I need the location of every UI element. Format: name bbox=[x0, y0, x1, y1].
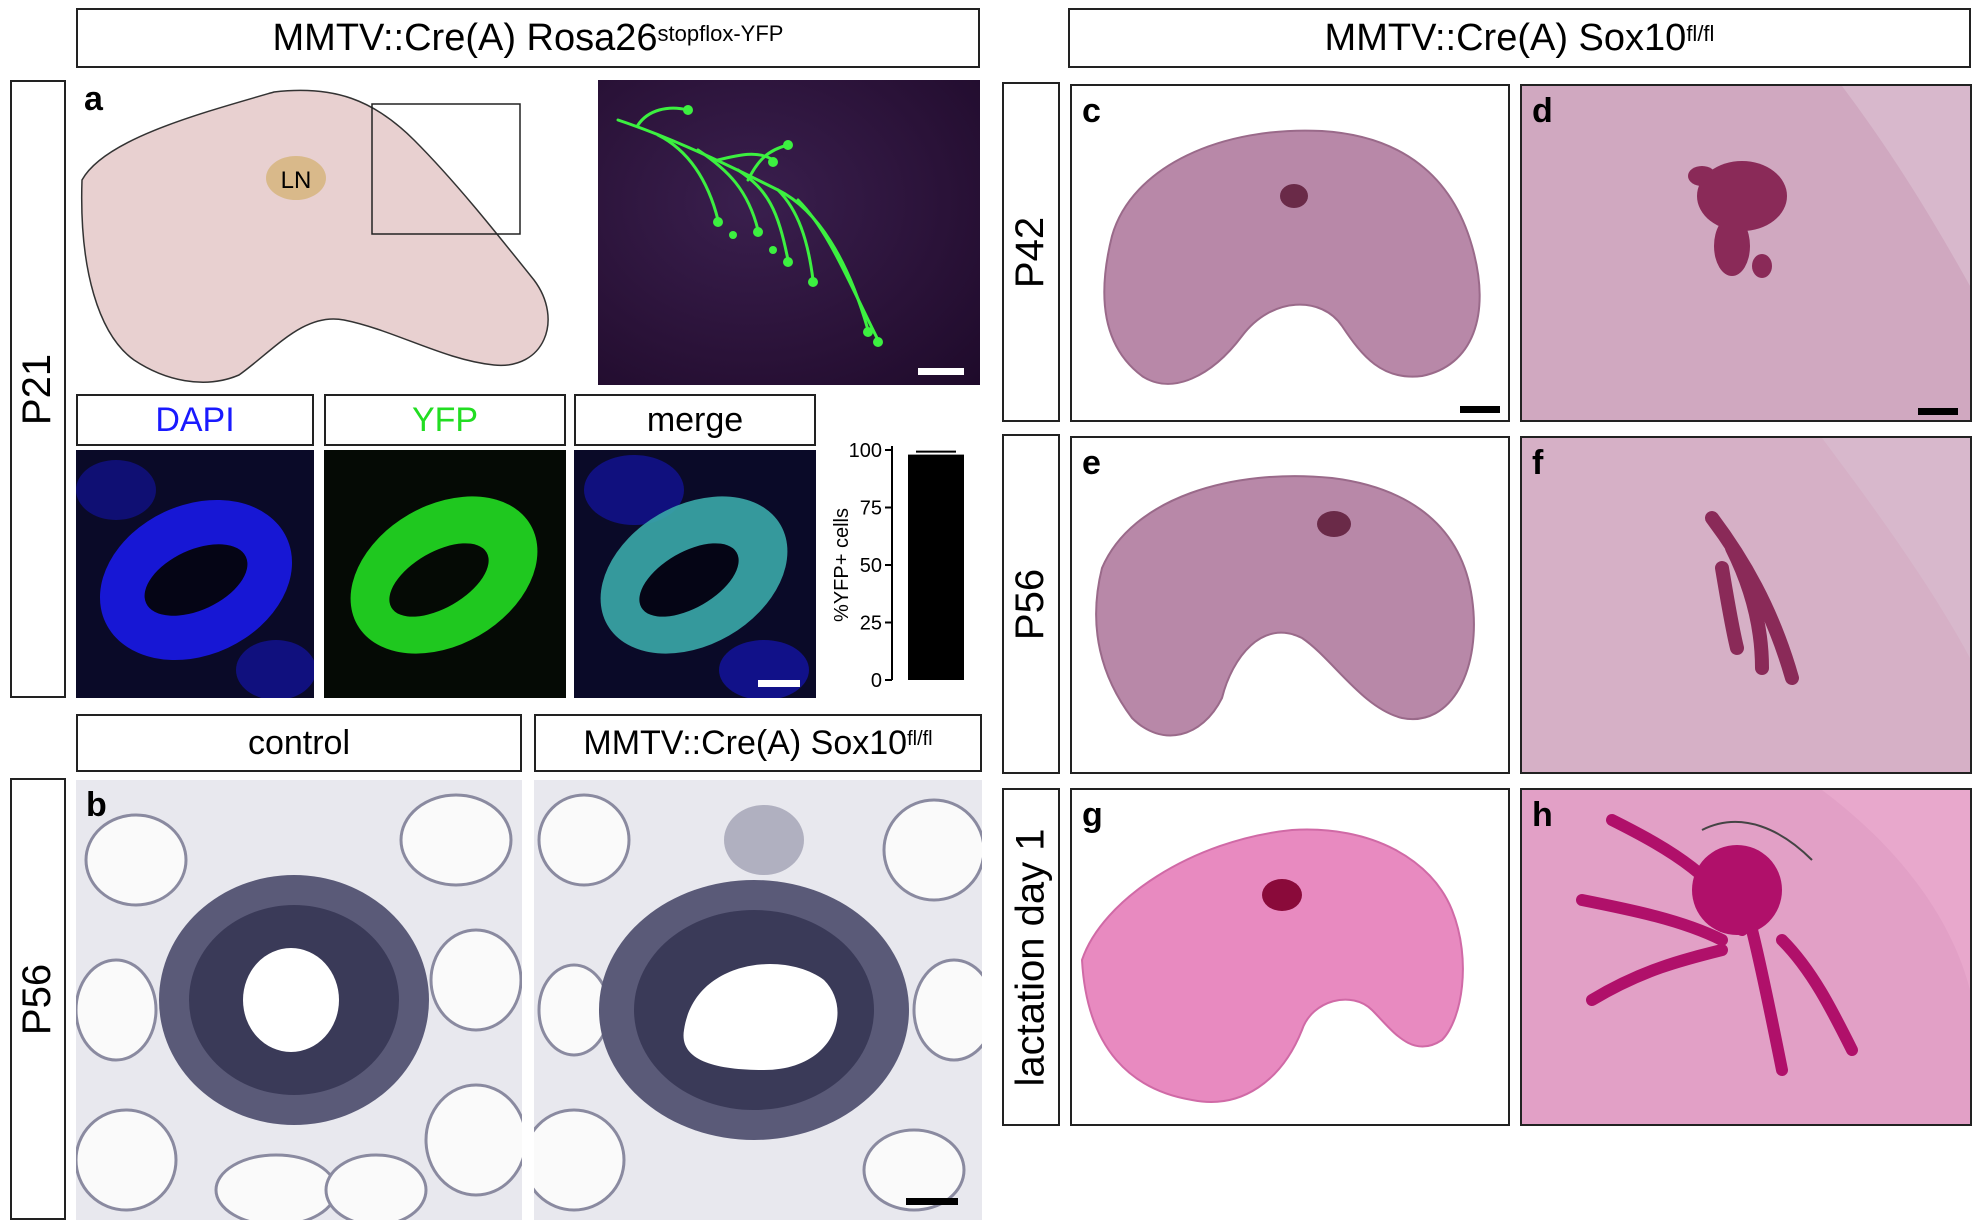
gland-shape bbox=[80, 89, 549, 383]
channel-label-dapi: DAPI bbox=[76, 394, 314, 446]
scale-bar bbox=[906, 1198, 958, 1205]
row-label-p21: P21 bbox=[10, 80, 66, 698]
right-column-header: MMTV::Cre(A) Sox10 fl/fl bbox=[1068, 8, 1971, 68]
panel-letter-c: c bbox=[1082, 92, 1101, 130]
wholemount-lactation-zoom: h bbox=[1520, 788, 1972, 1126]
merge-image bbox=[574, 450, 816, 698]
channel-label-merge: merge bbox=[574, 394, 816, 446]
y-tick-label: 100 bbox=[849, 440, 882, 462]
panel-letter-g: g bbox=[1082, 796, 1103, 834]
row-label-p56-right: P56 bbox=[1002, 434, 1060, 774]
zoom-region-box bbox=[371, 103, 521, 235]
bar-yfp-positive bbox=[908, 454, 964, 680]
scale-bar bbox=[1460, 406, 1500, 413]
wholemount-p56-overview: e bbox=[1070, 436, 1510, 774]
right-header-text: MMTV::Cre(A) Sox10 bbox=[1324, 16, 1687, 59]
lymph-node-label: LN bbox=[281, 167, 312, 194]
wholemount-p42-overview: c bbox=[1070, 84, 1510, 422]
panel-letter-b: b bbox=[86, 786, 107, 824]
scale-bar bbox=[918, 368, 964, 375]
wholemount-p56-zoom: f bbox=[1520, 436, 1972, 774]
panel-letter-e: e bbox=[1082, 444, 1101, 482]
yfp-image bbox=[324, 450, 566, 698]
y-tick-label: 50 bbox=[860, 555, 882, 577]
row-label-p42: P42 bbox=[1002, 82, 1060, 422]
panel-letter-h: h bbox=[1532, 796, 1553, 834]
scale-bar bbox=[758, 680, 800, 687]
y-tick-label: 25 bbox=[860, 613, 882, 635]
gland-outline-diagram: LN bbox=[80, 89, 549, 383]
lymph-node-shape bbox=[266, 156, 326, 200]
panel-a-schematic: a LN bbox=[74, 80, 562, 392]
left-column-header: MMTV::Cre(A) Rosa26 stopflox-YFP bbox=[76, 8, 980, 68]
histology-mutant-image bbox=[534, 780, 982, 1220]
wholemount-lactation-overview: g bbox=[1070, 788, 1510, 1126]
y-tick-label: 0 bbox=[871, 670, 882, 692]
left-header-text: MMTV::Cre(A) Rosa26 bbox=[272, 16, 658, 59]
y-tick-label: 75 bbox=[860, 498, 882, 520]
panel-letter-f: f bbox=[1532, 444, 1544, 482]
yfp-percentage-chart: 0 25 50 75 100 %YFP+ cells bbox=[826, 430, 986, 710]
wholemount-p42-zoom: d bbox=[1520, 84, 1972, 422]
yfp-wholemount-image bbox=[598, 80, 980, 385]
chart-svg: 0 25 50 75 100 %YFP+ cells bbox=[831, 440, 964, 692]
left-header-superscript: stopflox-YFP bbox=[657, 21, 784, 46]
histology-label-control: control bbox=[76, 714, 522, 772]
row-label-p56-left: P56 bbox=[10, 778, 66, 1220]
panel-letter-a: a bbox=[84, 80, 103, 118]
histology-label-mutant: MMTV::Cre(A) Sox10 fl/fl bbox=[534, 714, 982, 772]
row-label-lactation: lactation day 1 bbox=[1002, 788, 1060, 1126]
histology-control-image: b bbox=[76, 780, 522, 1220]
panel-letter-d: d bbox=[1532, 92, 1553, 130]
right-header-superscript: fl/fl bbox=[1686, 21, 1715, 46]
scale-bar bbox=[1918, 408, 1958, 415]
channel-label-yfp: YFP bbox=[324, 394, 566, 446]
y-axis-label: %YFP+ cells bbox=[831, 508, 853, 622]
yfp-duct-tree bbox=[616, 105, 883, 347]
dapi-image bbox=[76, 450, 314, 698]
